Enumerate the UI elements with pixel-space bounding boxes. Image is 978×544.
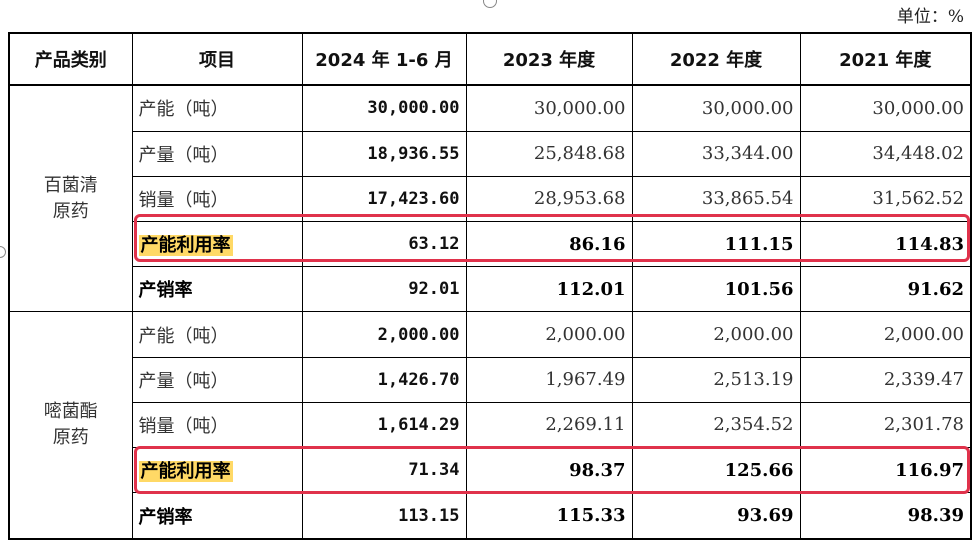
value-2024h1: 18,936.55 — [301, 130, 467, 177]
value-2024h1: 17,423.60 — [301, 175, 467, 223]
value-2022: 2,513.19 — [631, 356, 801, 403]
table-row: 百菌清 原药 产能（吨） 30,000.00 30,000.00 30,000.… — [8, 84, 972, 313]
value-2021: 2,000.00 — [799, 311, 972, 358]
value-2022: 30,000.00 — [631, 84, 801, 132]
header-item: 项目 — [131, 32, 303, 86]
value-2021: 114.83 — [799, 220, 972, 268]
value-2023: 28,953.68 — [465, 175, 633, 223]
category-cell: 百菌清 原药 — [8, 84, 133, 313]
value-2022: 125.66 — [631, 447, 801, 494]
category-name: 嘧菌酯 — [43, 401, 98, 423]
table-row: 销量（吨） 17,423.60 28,953.68 33,865.54 31,5… — [9, 175, 972, 223]
value-2022: 93.69 — [631, 492, 801, 540]
table-row: 销量（吨） 1,614.29 2,269.11 2,354.52 2,301.7… — [9, 401, 972, 449]
value-2024h1: 113.15 — [301, 492, 467, 540]
header-2023: 2023 年度 — [465, 32, 633, 86]
table-row: 产量（吨） 18,936.55 25,848.68 33,344.00 34,4… — [9, 130, 972, 177]
table-row-highlighted: 产能利用率 71.34 98.37 125.66 116.97 — [9, 447, 972, 494]
table-row: 产销率 113.15 115.33 93.69 98.39 — [9, 492, 972, 540]
header-category: 产品类别 — [8, 32, 133, 86]
category-suffix: 原药 — [52, 427, 89, 449]
unit-label: 单位：% — [896, 7, 964, 27]
capacity-table: 产品类别 项目 2024 年 1-6 月 2023 年度 2022 年度 202… — [8, 32, 972, 540]
item-cell: 销量（吨） — [131, 401, 303, 449]
item-cell: 产销率 — [131, 492, 303, 540]
item-cell: 产量（吨） — [131, 130, 303, 177]
value-2021: 91.62 — [799, 266, 972, 313]
value-2023: 2,269.11 — [465, 401, 633, 449]
item-cell: 产销率 — [131, 266, 303, 313]
value-2021: 2,301.78 — [799, 401, 972, 449]
value-2021: 116.97 — [799, 447, 972, 494]
header-2024h1: 2024 年 1-6 月 — [301, 32, 467, 86]
value-2022: 2,000.00 — [631, 311, 801, 358]
item-cell: 产能（吨） — [131, 311, 303, 358]
value-2023: 115.33 — [465, 492, 633, 540]
value-2023: 2,000.00 — [465, 311, 633, 358]
value-2022: 101.56 — [631, 266, 801, 313]
value-2021: 31,562.52 — [799, 175, 972, 223]
highlight-mark: 产能利用率 — [138, 461, 233, 483]
value-2023: 98.37 — [465, 447, 633, 494]
scan-marker-top — [483, 0, 497, 8]
value-2024h1: 1,426.70 — [301, 356, 467, 403]
value-2024h1: 30,000.00 — [301, 84, 467, 132]
value-2021: 30,000.00 — [799, 84, 972, 132]
value-2024h1: 63.12 — [301, 220, 467, 268]
table-row: 产量（吨） 1,426.70 1,967.49 2,513.19 2,339.4… — [9, 356, 972, 403]
value-2024h1: 1,614.29 — [301, 401, 467, 449]
value-2021: 34,448.02 — [799, 130, 972, 177]
header-2022: 2022 年度 — [631, 32, 801, 86]
value-2024h1: 2,000.00 — [301, 311, 467, 358]
value-2023: 112.01 — [465, 266, 633, 313]
item-cell: 销量（吨） — [131, 175, 303, 223]
header-2021: 2021 年度 — [799, 32, 972, 86]
value-2022: 111.15 — [631, 220, 801, 268]
highlight-mark: 产能利用率 — [138, 235, 233, 257]
item-cell: 产能利用率 — [131, 447, 303, 494]
item-cell: 产能利用率 — [131, 220, 303, 268]
item-cell: 产能（吨） — [131, 84, 303, 132]
table-row: 嘧菌酯 原药 产能（吨） 2,000.00 2,000.00 2,000.00 … — [8, 311, 972, 540]
table-row-highlighted: 产能利用率 63.12 86.16 111.15 114.83 — [9, 220, 972, 268]
value-2021: 2,339.47 — [799, 356, 972, 403]
value-2022: 2,354.52 — [631, 401, 801, 449]
header-row: 产品类别 项目 2024 年 1-6 月 2023 年度 2022 年度 202… — [8, 32, 972, 86]
category-suffix: 原药 — [52, 200, 89, 222]
value-2022: 33,865.54 — [631, 175, 801, 223]
value-2023: 30,000.00 — [465, 84, 633, 132]
category-name: 百菌清 — [43, 174, 98, 196]
value-2023: 1,967.49 — [465, 356, 633, 403]
value-2023: 86.16 — [465, 220, 633, 268]
value-2024h1: 92.01 — [301, 266, 467, 313]
value-2023: 25,848.68 — [465, 130, 633, 177]
table-row: 产销率 92.01 112.01 101.56 91.62 — [9, 266, 972, 313]
value-2022: 33,344.00 — [631, 130, 801, 177]
category-cell: 嘧菌酯 原药 — [8, 311, 133, 540]
value-2021: 98.39 — [799, 492, 972, 540]
value-2024h1: 71.34 — [301, 447, 467, 494]
item-cell: 产量（吨） — [131, 356, 303, 403]
scan-marker-left — [0, 246, 6, 258]
